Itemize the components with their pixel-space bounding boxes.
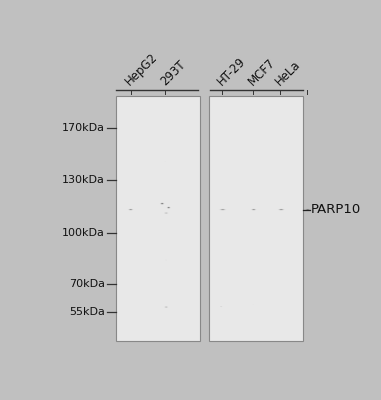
Text: 130kDa: 130kDa [62, 176, 105, 186]
Text: 55kDa: 55kDa [69, 307, 105, 317]
Text: HepG2: HepG2 [123, 50, 160, 88]
Text: MCF7: MCF7 [245, 56, 277, 88]
Bar [116, 96, 200, 341]
Text: PARP10: PARP10 [311, 203, 361, 216]
Bar [209, 96, 303, 341]
Text: HT-29: HT-29 [215, 55, 248, 88]
Text: HeLa: HeLa [272, 58, 303, 88]
Text: 170kDa: 170kDa [62, 123, 105, 133]
Text: 100kDa: 100kDa [62, 228, 105, 238]
Text: 293T: 293T [158, 58, 188, 88]
Text: 70kDa: 70kDa [69, 279, 105, 289]
